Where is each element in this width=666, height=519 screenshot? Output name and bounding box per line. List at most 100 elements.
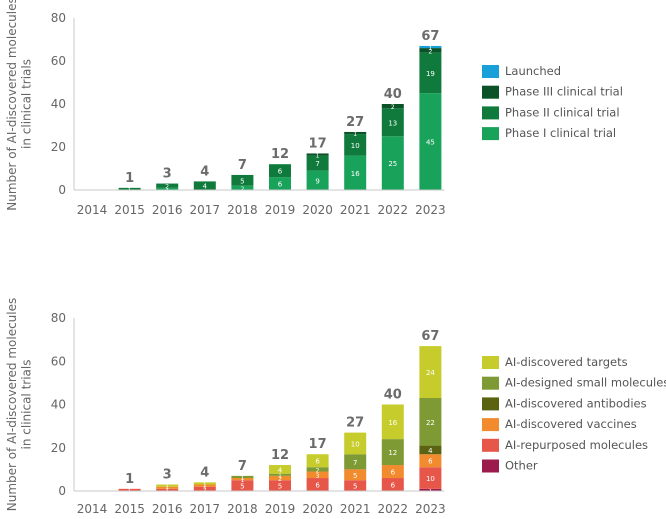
bar-segment-value: 7: [315, 160, 319, 168]
legend-label: Phase I clinical trial: [505, 126, 616, 140]
bar-segment-value: 4: [203, 183, 208, 191]
x-tick-label: 2021: [340, 203, 371, 217]
bar-segment-value: 2: [278, 476, 282, 483]
bar-segment: [419, 48, 442, 53]
bar-segment-value: 22: [426, 419, 435, 427]
bar-segment-value: 5: [240, 177, 244, 185]
bar-total-label: 17: [309, 136, 327, 151]
bar-segment-value: 5: [240, 483, 244, 491]
bar-segment-value: 2: [391, 104, 395, 111]
bar-segment-value: 6: [391, 482, 396, 490]
bar-segment-value: 4: [428, 447, 433, 455]
x-tick-label: 2018: [227, 203, 258, 217]
bar-segment-value: 1: [353, 131, 357, 138]
bar-segment-value: 12: [388, 449, 397, 457]
bar-segment: [381, 478, 404, 491]
x-tick-label: 2014: [77, 203, 108, 217]
bar-segment: [381, 108, 404, 137]
bar-segment: [419, 445, 442, 455]
legend-label: Launched: [505, 64, 561, 78]
bar-segment: [419, 488, 442, 491]
bar-segment: [269, 465, 291, 474]
bar-segment: [269, 475, 291, 481]
bar-segment: [381, 465, 404, 479]
x-tick-label: 2015: [114, 502, 145, 516]
bar-segment: [156, 488, 179, 491]
bar-segment-value: 1: [203, 484, 207, 491]
legend-swatch: [482, 459, 499, 473]
x-tick-label: 2020: [302, 203, 333, 217]
legend-swatch: [482, 85, 499, 99]
bar-segment-value: 10: [351, 142, 360, 150]
bar-segment: [344, 454, 367, 470]
bar-segment: [381, 136, 404, 190]
y-tick-label: 60: [51, 354, 66, 368]
bar-total-label: 67: [421, 29, 439, 44]
bar-segment: [381, 439, 404, 466]
bar-total-label: 3: [163, 468, 172, 483]
bar-segment: [156, 183, 179, 188]
bar-segment: [269, 164, 291, 178]
bar-segment-value: 6: [428, 458, 433, 466]
bar-segment-value: 1: [316, 153, 320, 160]
bar-segment: [306, 153, 329, 156]
bar-segment: [156, 484, 179, 487]
bar-segment-value: 1: [240, 477, 244, 484]
bar-segment: [419, 346, 442, 399]
bar-segment: [231, 185, 254, 190]
bar-segment: [419, 467, 442, 489]
x-tick-label: 2019: [265, 502, 296, 516]
bar-segment: [419, 454, 442, 468]
bar-segment-value: 1: [165, 484, 169, 491]
bar-segment: [118, 187, 141, 190]
bar-total-label: 27: [346, 416, 364, 431]
y-tick-label: 0: [58, 183, 66, 197]
y-tick-label: 20: [51, 140, 66, 154]
x-tick-label: 2017: [190, 203, 221, 217]
bar-total-label: 12: [271, 448, 289, 463]
bar-segment: [193, 181, 216, 190]
bar-segment: [231, 480, 254, 491]
bar-total-label: 40: [384, 388, 402, 403]
bar-segment-value: 16: [351, 170, 360, 178]
bar-total-label: 4: [200, 164, 209, 179]
y-tick-label: 40: [51, 97, 66, 111]
bar-segment: [344, 155, 367, 190]
bar-segment-value: 4: [278, 466, 283, 474]
legend-label: AI-discovered targets: [505, 355, 628, 369]
legend-swatch: [482, 397, 499, 411]
bar-segment-value: 2: [203, 487, 207, 494]
x-tick-label: 2016: [152, 502, 183, 516]
y-tick-label: 20: [51, 441, 66, 455]
bar-segment-value: 1: [428, 45, 432, 52]
bar-segment: [231, 475, 254, 479]
bar-segment: [306, 170, 329, 190]
bar-segment: [344, 432, 367, 455]
y-tick-label: 80: [51, 11, 66, 25]
bar-segment: [306, 471, 329, 479]
bar-total-label: 27: [346, 115, 364, 130]
bar-segment: [381, 104, 404, 109]
bar-total-label: 1: [125, 472, 134, 487]
bar-total-label: 1: [125, 171, 134, 186]
bar-segment: [344, 480, 367, 491]
bar-segment: [419, 45, 442, 49]
bar-segment: [269, 473, 291, 476]
legend-label: Phase III clinical trial: [505, 85, 623, 99]
bar-segment-value: 3: [316, 473, 320, 480]
legend-label: Phase II clinical trial: [505, 105, 620, 119]
legend-label: AI-repurposed molecules: [505, 438, 648, 452]
legend-swatch: [482, 65, 499, 78]
bar-segment: [306, 478, 329, 491]
y-tick-label: 60: [51, 54, 66, 68]
x-tick-label: 2021: [340, 502, 371, 516]
bar-segment-value: 6: [278, 181, 283, 189]
bar-segment: [344, 134, 367, 156]
bar-total-label: 7: [238, 158, 247, 173]
bar-segment-value: 9: [315, 177, 319, 185]
legend-swatch: [482, 438, 499, 452]
bar-segment: [381, 404, 404, 440]
bar-segment-value: 2: [165, 184, 169, 191]
y-tick-label: 0: [58, 484, 66, 498]
